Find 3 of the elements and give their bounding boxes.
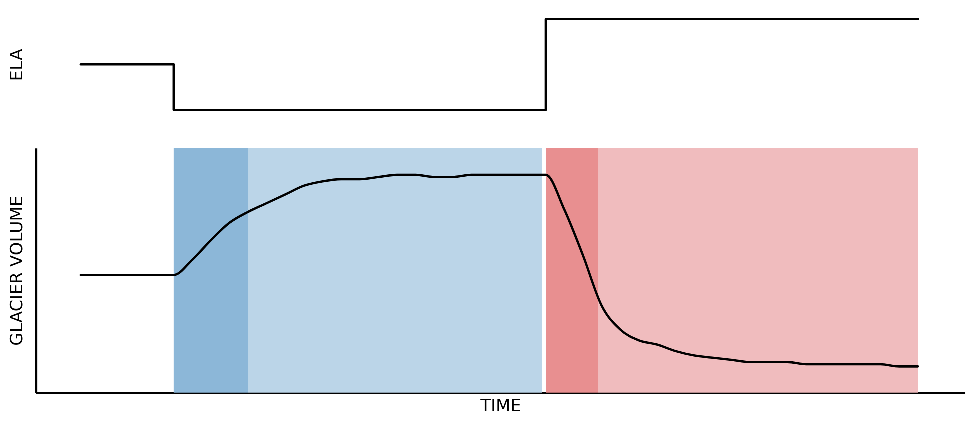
y-axis-title: GLACIER VOLUME	[7, 196, 28, 346]
x-axis-title: TIME	[480, 396, 522, 416]
y-axis-title: ELA	[7, 48, 28, 82]
